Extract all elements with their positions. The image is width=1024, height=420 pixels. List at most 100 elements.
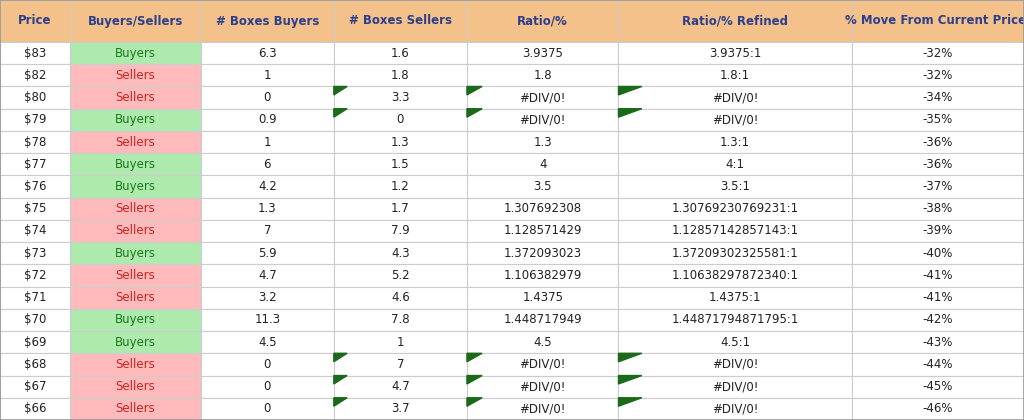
Text: 4.3: 4.3 xyxy=(391,247,410,260)
Bar xyxy=(0,176,70,198)
Bar xyxy=(334,264,467,286)
Polygon shape xyxy=(334,87,347,95)
Bar xyxy=(334,309,467,331)
Bar xyxy=(852,176,1024,198)
Bar xyxy=(334,242,467,264)
Text: Sellers: Sellers xyxy=(116,136,155,149)
Text: Buyers: Buyers xyxy=(115,336,156,349)
Bar xyxy=(467,331,618,353)
Bar xyxy=(334,42,467,64)
Bar xyxy=(852,153,1024,176)
Bar xyxy=(334,375,467,398)
Bar xyxy=(0,153,70,176)
Bar xyxy=(0,353,70,375)
Polygon shape xyxy=(334,398,347,406)
Bar xyxy=(467,0,618,42)
Polygon shape xyxy=(618,109,642,117)
Text: 4: 4 xyxy=(539,158,547,171)
Text: 1.4375:1: 1.4375:1 xyxy=(709,291,762,304)
Bar xyxy=(0,64,70,87)
Bar xyxy=(467,242,618,264)
Bar xyxy=(70,353,201,375)
Bar xyxy=(467,309,618,331)
Text: $79: $79 xyxy=(24,113,46,126)
Text: #DIV/0!: #DIV/0! xyxy=(712,402,759,415)
Bar xyxy=(618,398,852,420)
Text: 4.6: 4.6 xyxy=(391,291,410,304)
Text: Buyers: Buyers xyxy=(115,158,156,171)
Bar xyxy=(70,398,201,420)
Bar xyxy=(618,264,852,286)
Text: Sellers: Sellers xyxy=(116,91,155,104)
Text: 1.128571429: 1.128571429 xyxy=(504,225,582,237)
Bar xyxy=(467,87,618,109)
Bar xyxy=(467,220,618,242)
Text: % Move From Current Price:: % Move From Current Price: xyxy=(845,15,1024,27)
Text: 3.9375:1: 3.9375:1 xyxy=(709,47,762,60)
Bar xyxy=(0,131,70,153)
Text: $72: $72 xyxy=(24,269,46,282)
Text: 3.7: 3.7 xyxy=(391,402,410,415)
Bar xyxy=(70,153,201,176)
Polygon shape xyxy=(334,375,347,384)
Text: # Boxes Buyers: # Boxes Buyers xyxy=(216,15,318,27)
Bar xyxy=(618,309,852,331)
Text: 7.8: 7.8 xyxy=(391,313,410,326)
Bar xyxy=(70,331,201,353)
Bar xyxy=(70,176,201,198)
Bar xyxy=(70,264,201,286)
Bar xyxy=(201,220,334,242)
Text: $70: $70 xyxy=(24,313,46,326)
Text: 6.3: 6.3 xyxy=(258,47,276,60)
Bar xyxy=(852,0,1024,42)
Text: 1.8: 1.8 xyxy=(534,69,552,82)
Bar xyxy=(0,242,70,264)
Bar xyxy=(334,331,467,353)
Text: Buyers: Buyers xyxy=(115,180,156,193)
Bar xyxy=(467,198,618,220)
Bar xyxy=(467,153,618,176)
Bar xyxy=(618,0,852,42)
Text: #DIV/0!: #DIV/0! xyxy=(519,113,566,126)
Bar xyxy=(852,309,1024,331)
Bar xyxy=(201,198,334,220)
Text: 1.7: 1.7 xyxy=(391,202,410,215)
Bar xyxy=(70,42,201,64)
Text: 1: 1 xyxy=(396,336,404,349)
Bar xyxy=(852,242,1024,264)
Text: $68: $68 xyxy=(24,358,46,371)
Polygon shape xyxy=(467,375,482,384)
Text: 4.7: 4.7 xyxy=(258,269,276,282)
Bar xyxy=(852,331,1024,353)
Text: $76: $76 xyxy=(24,180,46,193)
Bar xyxy=(467,109,618,131)
Bar xyxy=(334,353,467,375)
Text: $80: $80 xyxy=(24,91,46,104)
Bar xyxy=(334,286,467,309)
Text: -38%: -38% xyxy=(923,202,953,215)
Bar xyxy=(852,198,1024,220)
Text: Price: Price xyxy=(18,15,51,27)
Bar xyxy=(618,242,852,264)
Bar xyxy=(467,398,618,420)
Text: 1: 1 xyxy=(263,69,271,82)
Text: 1: 1 xyxy=(263,136,271,149)
Text: 1.3:1: 1.3:1 xyxy=(720,136,751,149)
Bar xyxy=(201,375,334,398)
Polygon shape xyxy=(618,87,642,95)
Bar xyxy=(852,375,1024,398)
Text: 3.5:1: 3.5:1 xyxy=(720,180,751,193)
Bar xyxy=(852,131,1024,153)
Bar xyxy=(201,353,334,375)
Bar xyxy=(334,131,467,153)
Text: -37%: -37% xyxy=(923,180,953,193)
Bar xyxy=(467,64,618,87)
Text: 5.9: 5.9 xyxy=(258,247,276,260)
Bar xyxy=(201,153,334,176)
Bar xyxy=(70,198,201,220)
Text: 7.9: 7.9 xyxy=(391,225,410,237)
Text: #DIV/0!: #DIV/0! xyxy=(712,91,759,104)
Text: 0: 0 xyxy=(396,113,404,126)
Text: $77: $77 xyxy=(24,158,46,171)
Bar xyxy=(618,131,852,153)
